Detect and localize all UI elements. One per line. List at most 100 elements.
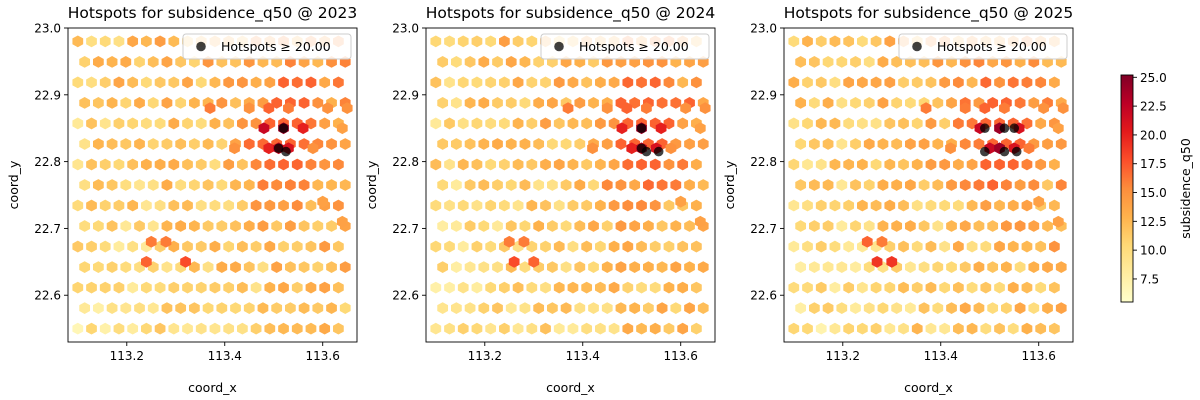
hex-cell — [333, 281, 344, 294]
hex-cell — [478, 97, 490, 109]
hex-cell — [134, 138, 145, 150]
hex-cell — [505, 97, 517, 109]
hex-cell — [684, 179, 695, 191]
hex-cell — [237, 281, 248, 294]
hex-cell-high — [283, 102, 294, 115]
hex-cell — [93, 220, 104, 232]
hex-cell — [911, 322, 923, 335]
hex-cell — [850, 138, 861, 150]
hex-cell — [574, 261, 586, 273]
hex-cell — [1049, 199, 1060, 212]
hex-cell — [601, 179, 613, 191]
hex-cell — [113, 117, 125, 130]
hex-cell — [870, 281, 882, 294]
hex-cell — [870, 199, 882, 212]
hex-cell — [966, 199, 978, 212]
hex-cell — [898, 76, 909, 89]
hex-cell — [99, 240, 111, 253]
hex-cell — [519, 179, 531, 191]
hex-cell — [512, 76, 524, 89]
hex-cell — [857, 281, 868, 294]
hex-cell — [305, 240, 317, 253]
hex-cell — [464, 97, 476, 109]
hotspot-marker — [980, 123, 990, 134]
hex-cell — [822, 220, 834, 232]
hex-cell — [457, 199, 469, 212]
hex-cell — [795, 220, 807, 232]
hex-cell-high — [336, 215, 348, 228]
hex-cell — [863, 55, 875, 68]
hex-cell — [127, 158, 139, 171]
legend: Hotspots ≥ 20.00 — [540, 33, 710, 60]
hotspot-marker — [1009, 123, 1020, 134]
hex-cell — [884, 35, 896, 48]
hex-cell — [636, 240, 647, 253]
hex-cell — [946, 220, 957, 232]
hex-cell — [298, 302, 310, 315]
hex-cell — [113, 322, 125, 335]
hex-cell — [953, 240, 964, 253]
y-tick-label: 22.7 — [392, 222, 419, 236]
hex-cell — [161, 97, 173, 109]
hex-cell — [72, 240, 84, 253]
hex-cell-high — [204, 102, 216, 115]
hex-cell — [430, 240, 442, 253]
hex-cell — [72, 199, 84, 212]
hex-cell — [649, 76, 661, 89]
hex-cell — [134, 97, 145, 109]
hex-cell — [243, 302, 255, 315]
hex-cell — [216, 302, 228, 315]
hex-cells — [788, 35, 1069, 335]
y-tick-label: 22.6 — [392, 289, 419, 303]
hex-cell — [918, 179, 930, 191]
hex-cell — [1028, 97, 1040, 109]
hex-cell — [478, 55, 490, 68]
x-tick-label: 113.2 — [110, 349, 144, 363]
hex-cell — [622, 158, 634, 171]
colorbar-tick-label: 22.5 — [1140, 100, 1167, 114]
hex-cell — [691, 281, 702, 294]
hex-cell — [264, 158, 276, 171]
hex-cell — [898, 322, 909, 335]
hex-cell-high — [341, 102, 353, 115]
hex-cell — [257, 302, 269, 315]
hex-cell — [278, 199, 289, 212]
legend-box — [898, 33, 1068, 60]
hex-cell — [1049, 322, 1060, 335]
hex-cell — [499, 199, 510, 212]
hex-cell-high — [626, 142, 638, 155]
hex-cell — [526, 199, 538, 212]
hex-cell-high — [322, 102, 333, 115]
hex-cell — [987, 220, 999, 232]
hex-cell — [911, 281, 923, 294]
hex-cell — [829, 76, 841, 89]
hex-cell — [106, 302, 118, 315]
hex-cell — [243, 138, 255, 150]
hex-cell — [492, 261, 503, 273]
hex-cell — [154, 199, 166, 212]
hex-cell — [319, 281, 331, 294]
hex-cell — [850, 220, 861, 232]
x-tick-label: 113.4 — [208, 349, 242, 363]
hex-cell — [622, 240, 634, 253]
hex-cell — [271, 302, 283, 315]
hotspot-marker — [653, 146, 664, 157]
hex-cell — [291, 76, 303, 89]
hex-cell-high — [141, 255, 152, 268]
hex-cell — [574, 138, 586, 150]
hex-cell — [72, 35, 84, 48]
hex-cell — [946, 179, 957, 191]
hex-cell — [877, 97, 889, 109]
hex-cell — [182, 240, 193, 253]
hex-cell — [649, 281, 661, 294]
hex-cell — [305, 76, 317, 89]
y-tick-label: 22.7 — [750, 222, 777, 236]
hex-cell — [444, 199, 455, 212]
hex-cell — [656, 97, 668, 109]
hex-cell — [141, 199, 152, 212]
hex-cell — [884, 281, 896, 294]
legend-box — [540, 33, 710, 60]
hex-cell — [567, 199, 579, 212]
hex-cell — [86, 199, 97, 212]
